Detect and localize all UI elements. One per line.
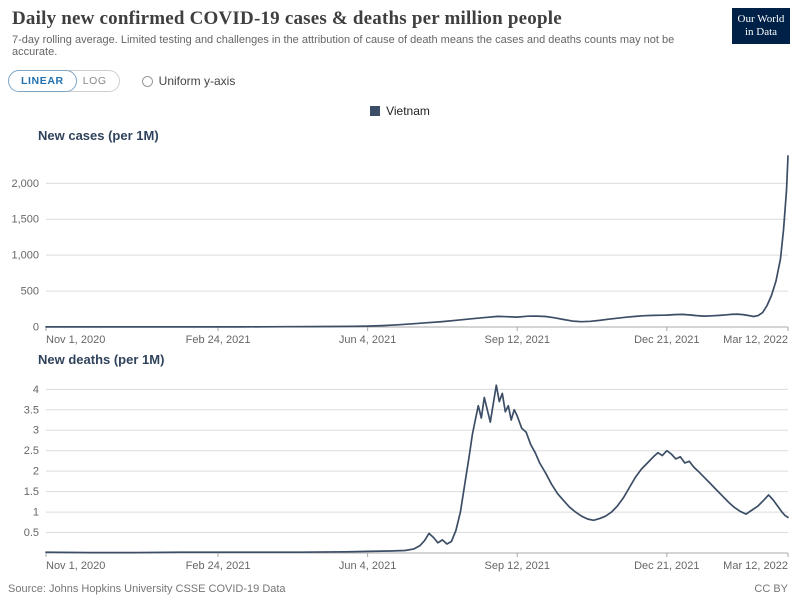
- deaths-chart-title: New deaths (per 1M): [38, 352, 165, 367]
- legend-swatch: [370, 106, 381, 116]
- svg-text:4: 4: [33, 384, 39, 396]
- uniform-y-axis-label: Uniform y-axis: [158, 74, 236, 88]
- linear-scale-button[interactable]: LINEAR: [8, 70, 77, 92]
- svg-text:2.5: 2.5: [24, 445, 39, 457]
- owid-logo[interactable]: Our World in Data: [732, 8, 790, 44]
- svg-text:Feb 24, 2021: Feb 24, 2021: [186, 334, 251, 346]
- chart-controls: LINEAR LOG Uniform y-axis: [8, 70, 788, 92]
- svg-text:Dec 21, 2021: Dec 21, 2021: [634, 334, 699, 346]
- svg-text:Mar 12, 2022: Mar 12, 2022: [723, 334, 788, 346]
- svg-text:Jun 4, 2021: Jun 4, 2021: [339, 334, 397, 346]
- svg-text:Mar 12, 2022: Mar 12, 2022: [723, 560, 788, 572]
- svg-text:1,000: 1,000: [11, 250, 39, 262]
- svg-text:3.5: 3.5: [24, 404, 39, 416]
- scale-toggle: LINEAR LOG: [8, 70, 120, 92]
- uniform-y-axis-checkbox[interactable]: Uniform y-axis: [141, 74, 236, 88]
- log-scale-button[interactable]: LOG: [66, 70, 120, 92]
- svg-text:500: 500: [21, 286, 39, 298]
- svg-text:Sep 12, 2021: Sep 12, 2021: [485, 560, 550, 572]
- cases-chart[interactable]: 0 500 1,000 1,500 2,000 Nov 1, 2020 Feb 24, 20…: [0, 145, 800, 350]
- license-link[interactable]: CC BY: [754, 583, 788, 595]
- svg-text:2: 2: [33, 466, 39, 478]
- svg-text:Nov 1, 2020: Nov 1, 2020: [46, 560, 105, 572]
- svg-text:Dec 21, 2021: Dec 21, 2021: [634, 560, 699, 572]
- svg-text:1.5: 1.5: [24, 486, 39, 498]
- svg-text:Feb 24, 2021: Feb 24, 2021: [186, 560, 251, 572]
- svg-text:Jun 4, 2021: Jun 4, 2021: [339, 560, 397, 572]
- chart-header: Daily new confirmed COVID-19 cases & dea…: [0, 0, 800, 58]
- svg-text:1,500: 1,500: [11, 214, 39, 226]
- checkbox-icon: [141, 75, 153, 87]
- svg-text:3: 3: [33, 425, 39, 437]
- svg-text:0: 0: [33, 322, 39, 334]
- page-title: Daily new confirmed COVID-19 cases & dea…: [12, 8, 562, 29]
- owid-logo-line1: Our World: [737, 13, 785, 25]
- chart-footer: Source: Johns Hopkins University CSSE CO…: [0, 576, 800, 595]
- legend-label: Vietnam: [386, 104, 430, 118]
- page-subtitle: 7-day rolling average. Limited testing a…: [12, 34, 675, 58]
- cases-chart-title: New cases (per 1M): [38, 128, 159, 143]
- svg-text:1: 1: [33, 507, 39, 519]
- legend-item-vietnam[interactable]: Vietnam: [0, 104, 800, 118]
- owid-logo-line2: in Data: [744, 26, 778, 38]
- svg-text:Sep 12, 2021: Sep 12, 2021: [485, 334, 550, 346]
- svg-text:0.5: 0.5: [24, 527, 39, 539]
- svg-text:2,000: 2,000: [11, 178, 39, 190]
- svg-text:Nov 1, 2020: Nov 1, 2020: [46, 334, 105, 346]
- source-link[interactable]: Source: Johns Hopkins University CSSE CO…: [8, 583, 286, 595]
- deaths-chart[interactable]: 0.5 1 1.5 2 2.5 3 3.5 4 Nov 1, 2020 Feb 24, 2021 J…: [0, 369, 800, 576]
